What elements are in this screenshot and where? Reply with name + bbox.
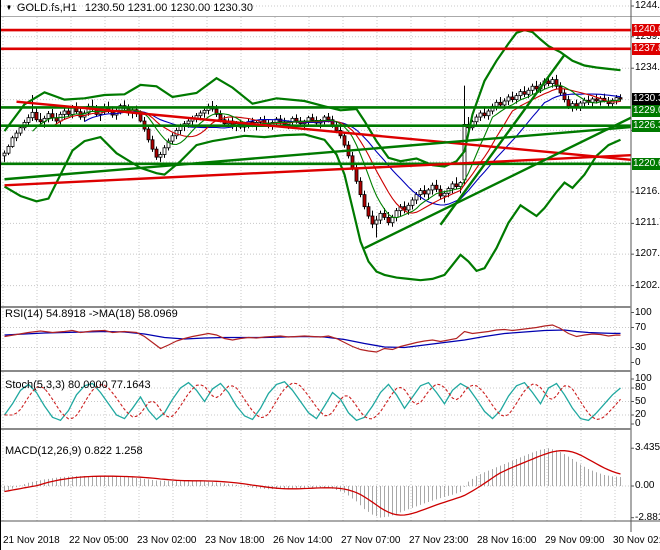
stoch-axis-label-1: 80	[635, 382, 647, 393]
panel-splitter-stoch[interactable]	[1, 370, 631, 372]
rsi-axis-label-1: 70	[635, 321, 647, 333]
panel-splitter-rsi[interactable]	[1, 306, 631, 308]
price-badge-1240.60: 1240.60	[632, 24, 660, 37]
rsi-axis-label-2: 30	[635, 341, 647, 353]
stoch-axis-label-3: 20	[635, 409, 647, 420]
ohlc-readout: 1230.50 1231.00 1230.00 1230.30	[84, 2, 254, 14]
stoch-axis-label-2: 50	[635, 395, 647, 407]
rsi-axis-label-0: 100	[635, 306, 652, 318]
panel-splitter-macd[interactable]	[1, 428, 631, 430]
price-axis-label-7: 1202.40	[635, 279, 660, 291]
time-label-7: 28 Nov 16:00	[477, 535, 537, 546]
price-badge-1226.31: 1226.31	[632, 119, 660, 132]
rsi-label: RSI(14) 54.8918 ->MA(18) 58.0969	[5, 308, 178, 320]
stoch-axis-label-0: 100	[635, 373, 652, 384]
time-label-9: 30 Nov 02:00	[613, 535, 660, 546]
time-label-8: 29 Nov 09:00	[545, 535, 605, 546]
price-axis-label-6: 1207.10	[635, 248, 660, 260]
symbol-dropdown-icon[interactable]: ▼	[5, 3, 13, 12]
time-label-6: 27 Nov 23:00	[409, 535, 469, 546]
time-label-2: 23 Nov 02:00	[137, 535, 197, 546]
stoch-label: Stoch(5,3,3) 80.0000 77.1643	[5, 379, 151, 391]
price-badge-1229.04: 1229.04	[632, 104, 660, 117]
macd-axis-label-1: 0.00	[635, 480, 655, 491]
title-bar: ▼ GOLD.fs,H1 1230.50 1231.00 1230.00 1230.…	[1, 0, 660, 17]
time-label-3: 23 Nov 18:00	[205, 535, 265, 546]
price-badge-1230.30: 1230.30	[632, 92, 660, 105]
macd-label: MACD(12,26,9) 0.822 1.258	[5, 445, 143, 457]
stoch-axis-label-4: 0	[635, 418, 641, 429]
rsi-axis-label-3: 0	[635, 356, 641, 368]
price-axis-label-2: 1234.90	[635, 62, 660, 74]
time-label-5: 27 Nov 07:00	[341, 535, 401, 546]
price-badge-1237.80: 1237.80	[632, 42, 660, 55]
macd-axis-label-2: -2.881	[635, 511, 660, 523]
time-label-4: 26 Nov 14:00	[273, 535, 333, 546]
price-axis-label-0: 1244.20	[635, 0, 660, 11]
macd-axis-label-0: 3.435	[635, 442, 660, 454]
price-axis-label-5: 1211.70	[635, 217, 660, 229]
time-label-0: 21 Nov 2018	[3, 535, 60, 546]
price-badge-1220.60: 1220.60	[632, 157, 660, 170]
time-label-1: 22 Nov 05:00	[69, 535, 129, 546]
symbol-label: GOLD.fs,H1	[16, 2, 77, 14]
price-axis-label-4: 1216.40	[635, 185, 660, 197]
price-axis-label-1: 1239.60	[635, 30, 660, 42]
